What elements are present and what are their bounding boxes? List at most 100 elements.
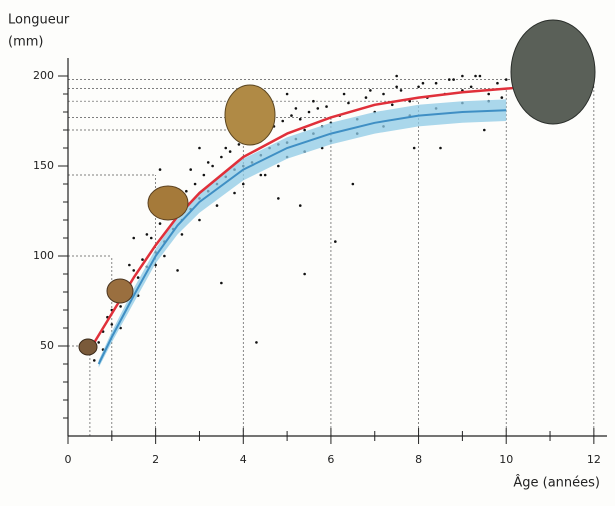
data-point	[136, 276, 140, 279]
data-point	[180, 233, 184, 236]
data-point	[461, 74, 464, 78]
data-point	[206, 161, 210, 164]
y-label: Longueur	[8, 13, 70, 28]
data-point	[487, 92, 490, 96]
data-point	[277, 197, 280, 200]
data-point	[334, 240, 337, 243]
data-point	[312, 99, 315, 103]
x-tick-label: 4	[240, 453, 247, 466]
data-point	[408, 99, 412, 103]
data-point	[259, 173, 263, 177]
data-point	[255, 341, 258, 344]
shell-icon	[106, 278, 134, 304]
shell-icon	[147, 185, 189, 221]
x-tick-label: 0	[65, 453, 72, 466]
data-point	[307, 110, 311, 114]
data-point	[364, 96, 368, 99]
data-point	[294, 107, 298, 110]
data-point	[316, 107, 320, 110]
band-area	[98, 99, 507, 368]
data-point	[220, 155, 223, 159]
data-point	[298, 117, 302, 121]
data-point	[149, 236, 153, 240]
data-point	[119, 305, 122, 308]
y-tick-label: 200	[33, 69, 54, 82]
data-point	[202, 173, 206, 177]
data-point	[145, 233, 149, 236]
plot: 50 100 150 200 0 2 4 6 8 10 12	[33, 58, 607, 466]
data-point	[263, 173, 267, 177]
shell-icon	[510, 19, 596, 125]
data-point	[92, 359, 96, 362]
data-point	[163, 254, 166, 258]
data-point	[452, 78, 455, 81]
data-point	[417, 85, 420, 89]
data-point	[447, 78, 451, 81]
data-point	[97, 341, 100, 344]
data-point	[412, 146, 416, 150]
data-point	[241, 182, 245, 186]
band-line	[97, 109, 507, 365]
y-tick-label: 100	[33, 249, 54, 262]
shell-icon	[224, 84, 276, 146]
x-tick-label: 6	[327, 453, 334, 466]
x-tick-label: 12	[587, 453, 601, 466]
data-point	[189, 168, 192, 171]
data-point	[132, 236, 136, 240]
data-point	[399, 89, 403, 92]
shell-icon	[78, 338, 98, 356]
data-point	[233, 191, 236, 195]
data-point	[158, 168, 162, 171]
shells	[78, 19, 596, 356]
data-point	[158, 222, 162, 225]
data-point	[500, 96, 504, 99]
data-point	[298, 204, 302, 207]
data-point	[198, 218, 201, 222]
data-point	[193, 182, 197, 186]
data-point	[224, 146, 228, 150]
data-point	[347, 101, 350, 105]
data-point	[228, 150, 232, 153]
data-point	[469, 85, 473, 89]
data-point	[185, 189, 188, 193]
data-point	[421, 81, 425, 85]
data-point	[128, 263, 131, 267]
data-point	[474, 74, 477, 78]
data-point	[220, 281, 223, 285]
y-tick-label: 50	[40, 339, 54, 352]
data-point	[504, 78, 508, 81]
y-label: (mm)	[8, 35, 43, 50]
data-point	[211, 164, 214, 168]
data-point	[496, 81, 499, 85]
data-point	[439, 146, 442, 150]
data-point	[290, 114, 293, 117]
data-point	[277, 164, 280, 168]
data-point	[395, 85, 398, 89]
data-point	[215, 204, 219, 207]
data-point	[390, 103, 394, 107]
data-point	[141, 258, 144, 261]
data-point	[110, 323, 114, 326]
data-point	[176, 269, 179, 272]
x-tick-label: 2	[152, 453, 159, 466]
data-point	[281, 119, 285, 123]
growth-curve	[88, 81, 594, 351]
data-point	[303, 128, 306, 132]
data-point	[325, 105, 328, 108]
data-point	[303, 272, 306, 276]
data-point	[382, 92, 385, 96]
data-point	[285, 92, 289, 96]
data-point	[132, 269, 136, 272]
x-tick-label: 8	[415, 453, 422, 466]
data-point	[351, 182, 355, 186]
x-label: Âge (années)	[513, 475, 600, 491]
data-point	[395, 74, 398, 78]
data-point	[434, 81, 438, 85]
data-point	[483, 128, 486, 132]
data-point	[237, 143, 241, 146]
data-point	[198, 146, 201, 150]
data-point	[478, 74, 482, 78]
data-point	[369, 89, 372, 92]
